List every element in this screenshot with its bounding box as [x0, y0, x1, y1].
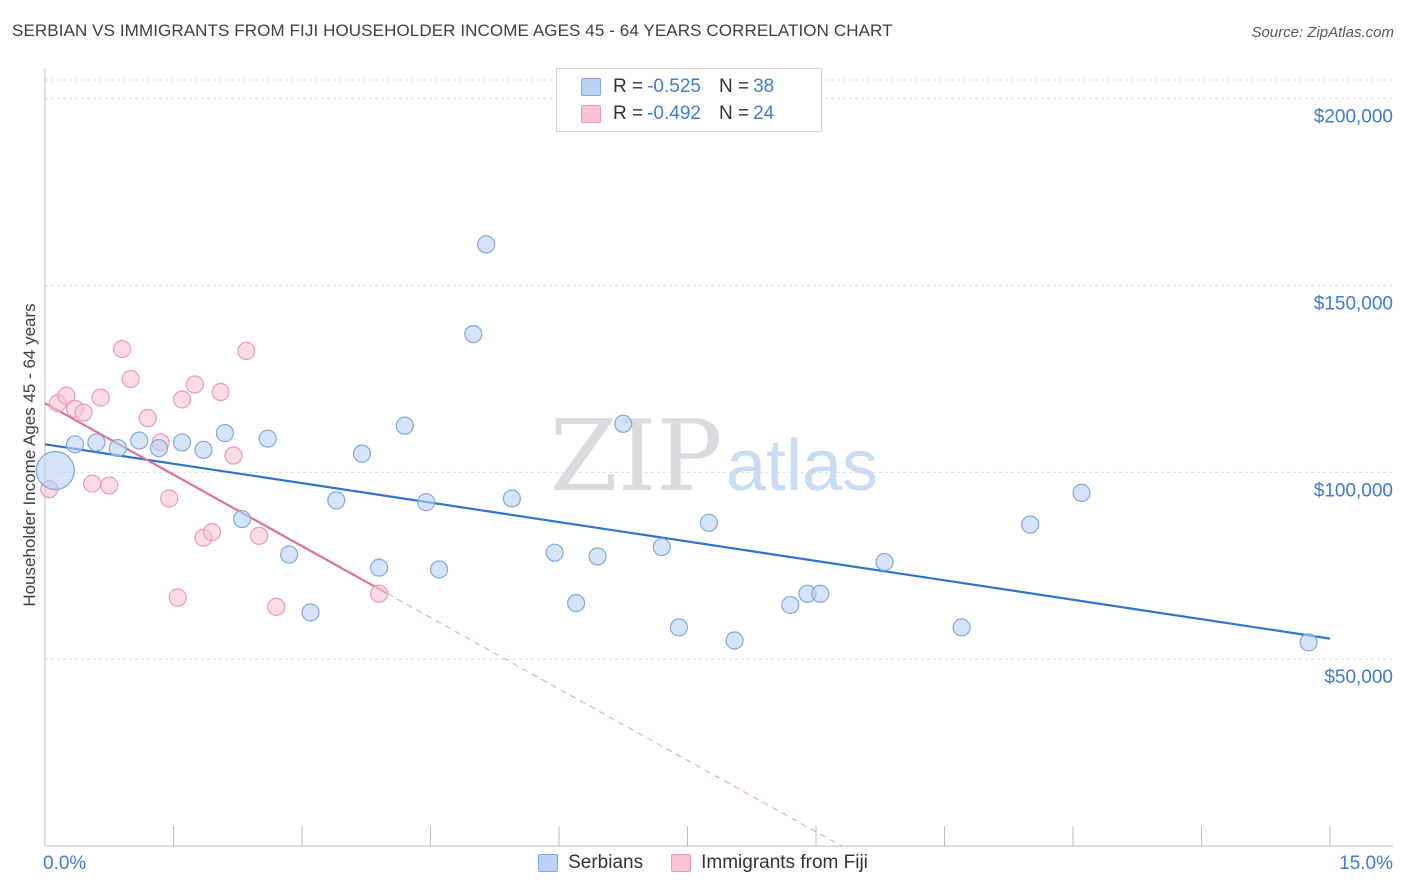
- grid-layer: [45, 79, 1393, 660]
- legend-n-value: 24: [753, 103, 775, 124]
- serbian-point: [172, 433, 192, 452]
- fiji-point: [74, 403, 93, 422]
- serbian-point: [370, 558, 389, 577]
- stats-legend: R = -0.525 N = 38 R = -0.492 N = 24: [556, 68, 822, 132]
- serbian-point: [614, 414, 633, 433]
- serbian-point: [811, 584, 830, 603]
- fiji-swatch: [671, 854, 692, 872]
- serbian-point: [669, 618, 689, 637]
- legend-n-value: 38: [753, 76, 775, 97]
- fiji-point: [250, 526, 269, 545]
- serbian-point: [725, 631, 744, 650]
- y-tick-label: $100,000: [1314, 480, 1393, 501]
- y-axis-label: Householder Income Ages 45 - 64 years: [20, 303, 39, 607]
- legend-n-label: N =: [718, 103, 750, 124]
- source-credit: Source: ZipAtlas.com: [1251, 24, 1394, 41]
- serbian-point: [352, 444, 372, 463]
- fiji-point: [211, 382, 230, 402]
- serbian-point: [952, 618, 971, 637]
- serbian-point: [464, 324, 483, 344]
- watermark: ZIP atlas: [550, 400, 878, 514]
- fiji-point: [91, 388, 110, 407]
- x-tick-label: 15.0%: [1339, 853, 1393, 874]
- x-tick-label: 0.0%: [43, 853, 86, 874]
- serbian-point: [149, 438, 169, 458]
- fiji-point: [237, 341, 256, 361]
- serbian-point: [87, 433, 106, 452]
- y-tick-label: $50,000: [1324, 667, 1393, 688]
- serbian-point: [429, 560, 449, 579]
- fiji-point: [224, 446, 243, 465]
- serbians-trend-line: [44, 443, 1331, 640]
- serbian-point: [588, 547, 607, 566]
- serbian-point: [1299, 633, 1318, 652]
- fiji-trend-line: [44, 402, 389, 595]
- legend-r-label: R =: [613, 103, 644, 124]
- series-legend: Serbians Immigrants from Fiji: [0, 852, 1406, 874]
- trend-lines: [44, 402, 1331, 847]
- serbian-point: [875, 552, 894, 572]
- fiji-point: [267, 597, 286, 616]
- fiji-point: [138, 409, 157, 428]
- watermark-atlas: atlas: [726, 426, 878, 506]
- serbian-point: [477, 235, 496, 254]
- fiji-point: [202, 523, 222, 542]
- serbian-point: [108, 438, 127, 458]
- fiji-point: [83, 474, 102, 493]
- serbian-point: [502, 489, 521, 508]
- serbian-point: [215, 424, 234, 443]
- fiji-point: [57, 386, 76, 405]
- serbian-point: [417, 493, 436, 512]
- tick-labels: $50,000 $100,000 $150,000 $200,000 0.0% 15.0%: [43, 107, 1393, 874]
- fiji-point: [185, 375, 205, 394]
- serbians-swatch: [538, 854, 559, 872]
- watermark-zip: ZIP: [550, 400, 723, 514]
- fiji-point: [168, 588, 187, 607]
- serbian-point: [395, 416, 414, 435]
- serbian-point: [545, 543, 564, 562]
- fiji-point: [172, 390, 192, 409]
- fiji-point: [112, 339, 132, 359]
- legend-label-serbians: Serbians: [568, 852, 644, 873]
- serbian-point: [1021, 515, 1040, 534]
- serbian-point: [130, 431, 149, 450]
- chart-title: SERBIAN VS IMMIGRANTS FROM FIJI HOUSEHOL…: [12, 21, 893, 40]
- legend-label-fiji: Immigrants from Fiji: [701, 852, 868, 873]
- legend-r-value: -0.525: [647, 76, 701, 97]
- serbian-point: [567, 594, 586, 613]
- serbian-point: [652, 537, 671, 557]
- serbian-point: [65, 435, 85, 454]
- serbian-point: [258, 429, 277, 448]
- legend-row-serbians: R = -0.525 N = 38: [581, 74, 774, 100]
- legend-r-label: R =: [613, 76, 644, 97]
- legend-item-serbians[interactable]: Serbians: [538, 852, 643, 874]
- fiji-trend-extension: [387, 593, 842, 847]
- legend-item-fiji[interactable]: Immigrants from Fiji: [671, 852, 868, 874]
- serbian-point: [301, 603, 320, 622]
- y-tick-label: $200,000: [1314, 107, 1393, 128]
- serbian-point: [232, 509, 252, 529]
- serbian-point: [327, 491, 346, 510]
- serbian-point: [35, 450, 75, 491]
- fiji-point: [370, 584, 389, 603]
- serbian-point: [699, 513, 719, 532]
- legend-row-fiji: R = -0.492 N = 24: [581, 101, 774, 127]
- serbian-point: [781, 595, 800, 615]
- fiji-point: [121, 369, 140, 389]
- fiji-point: [160, 489, 179, 508]
- data-points: [35, 235, 1318, 652]
- legend-n-label: N =: [718, 76, 750, 97]
- y-tick-label: $150,000: [1314, 294, 1393, 315]
- fiji-swatch: [581, 105, 601, 123]
- serbian-point: [280, 545, 299, 564]
- serbians-swatch: [581, 78, 601, 96]
- legend-r-value: -0.492: [647, 103, 701, 124]
- serbian-point: [194, 440, 213, 460]
- fiji-point: [100, 476, 119, 495]
- serbian-point: [1072, 483, 1091, 502]
